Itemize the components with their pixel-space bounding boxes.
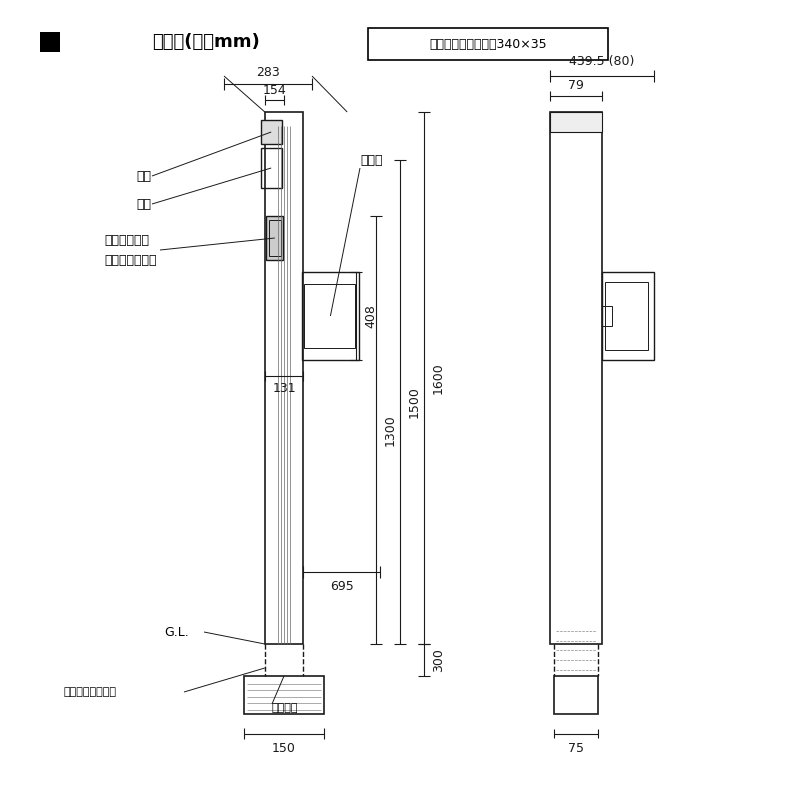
Text: 131: 131	[272, 382, 296, 394]
Text: 照明: 照明	[136, 170, 151, 182]
Text: 283: 283	[256, 66, 280, 78]
Bar	[602, 306, 612, 326]
Bar	[550, 112, 602, 644]
Text: 79: 79	[568, 79, 584, 92]
Text: 154: 154	[262, 84, 286, 97]
Bar	[554, 676, 598, 714]
Text: 1300: 1300	[384, 414, 397, 446]
Text: G.L.: G.L.	[164, 626, 189, 638]
Bar	[266, 216, 283, 260]
Text: 695: 695	[330, 580, 354, 593]
Text: インターホン: インターホン	[104, 234, 149, 246]
Bar	[269, 220, 281, 256]
Bar	[304, 284, 355, 348]
Text: 据付図(単位mm): 据付図(単位mm)	[152, 33, 260, 50]
Text: （別途市販品）: （別途市販品）	[104, 254, 157, 266]
Text: 300: 300	[432, 648, 445, 672]
Bar	[40, 32, 60, 52]
Bar	[261, 148, 282, 188]
Bar	[550, 112, 602, 132]
Bar	[261, 120, 282, 144]
Bar	[605, 282, 647, 350]
Bar	[302, 272, 359, 360]
Bar	[265, 112, 303, 644]
Text: インターホン配線: インターホン配線	[64, 687, 117, 697]
Bar	[244, 676, 324, 714]
Text: 表札: 表札	[136, 198, 151, 210]
Text: 1500: 1500	[408, 386, 421, 418]
Text: 75: 75	[568, 742, 584, 754]
Bar	[602, 272, 654, 360]
Text: 1600: 1600	[432, 362, 445, 394]
Text: ポスト: ポスト	[360, 154, 382, 166]
Text: ポスト投入口寸法：340×35: ポスト投入口寸法：340×35	[429, 38, 547, 50]
Text: 408: 408	[364, 304, 377, 328]
Text: 150: 150	[272, 742, 296, 754]
Text: 439.5 (80): 439.5 (80)	[570, 55, 634, 68]
Bar	[368, 28, 608, 60]
Text: 照明配線: 照明配線	[272, 703, 298, 713]
